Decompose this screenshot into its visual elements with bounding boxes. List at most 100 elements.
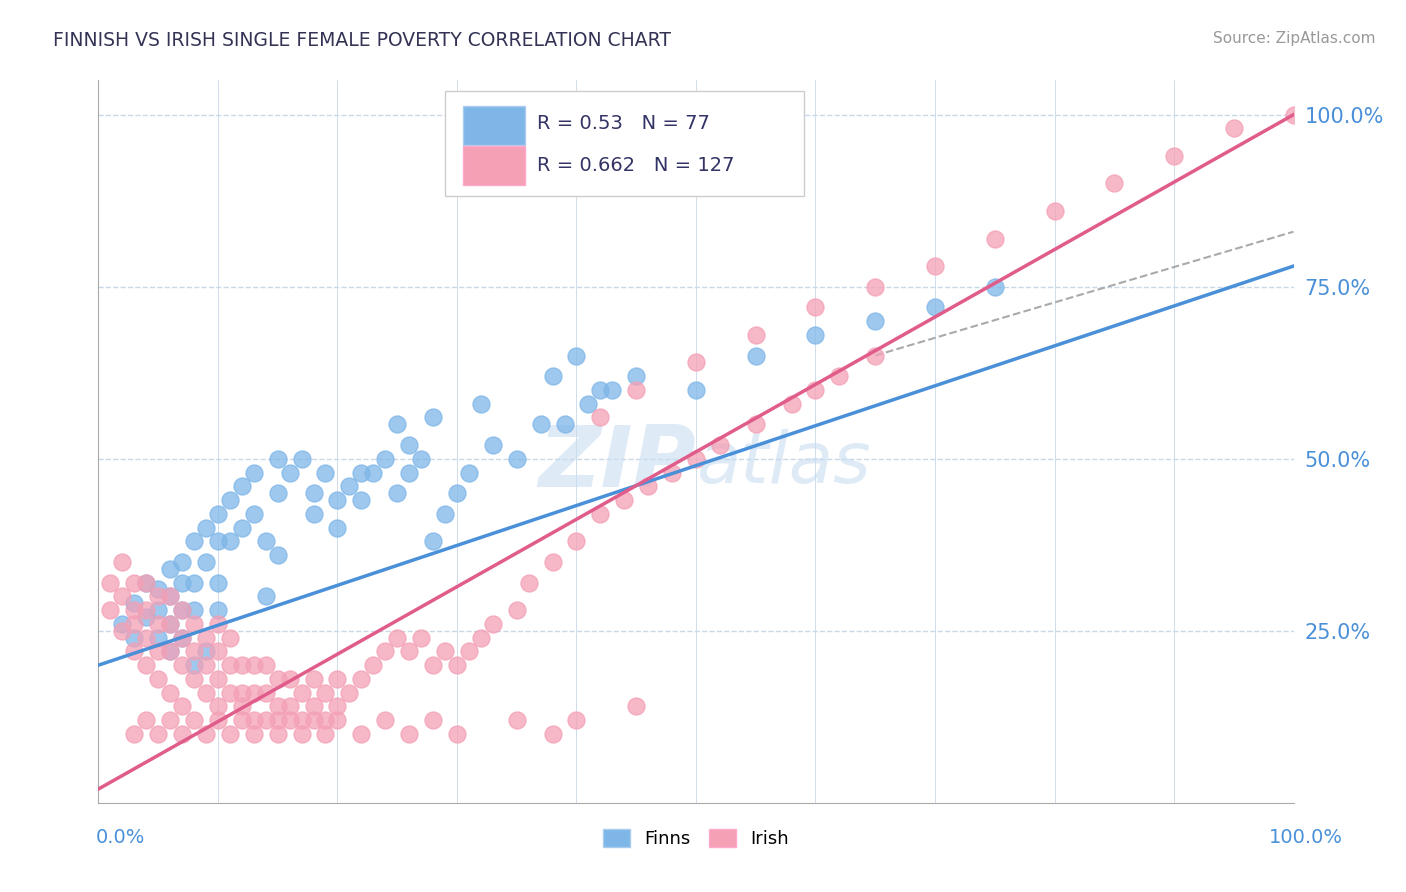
Point bbox=[422, 410, 444, 425]
Point bbox=[745, 349, 768, 363]
Point bbox=[98, 575, 122, 590]
Point bbox=[302, 507, 325, 521]
Point bbox=[135, 603, 157, 617]
Point bbox=[135, 631, 157, 645]
Point bbox=[159, 590, 181, 604]
Point bbox=[828, 369, 851, 384]
Point bbox=[148, 603, 170, 617]
Point bbox=[541, 555, 564, 569]
Point bbox=[267, 727, 290, 741]
Point bbox=[231, 686, 253, 700]
Point bbox=[398, 644, 420, 658]
Point bbox=[565, 713, 588, 727]
Point bbox=[422, 534, 444, 549]
Point bbox=[254, 534, 277, 549]
Point bbox=[183, 603, 205, 617]
Point bbox=[350, 727, 373, 741]
Point bbox=[183, 616, 205, 631]
Point bbox=[315, 713, 337, 727]
Point bbox=[135, 575, 157, 590]
Point bbox=[278, 699, 301, 714]
Text: R = 0.53   N = 77: R = 0.53 N = 77 bbox=[537, 114, 710, 133]
Point bbox=[278, 713, 301, 727]
Point bbox=[984, 279, 1007, 293]
Point bbox=[506, 451, 529, 466]
Point bbox=[172, 631, 194, 645]
Point bbox=[183, 534, 205, 549]
Point bbox=[350, 466, 373, 480]
Point bbox=[159, 616, 181, 631]
Point bbox=[243, 686, 266, 700]
Point bbox=[267, 486, 290, 500]
Point bbox=[326, 699, 349, 714]
Point bbox=[589, 507, 612, 521]
Point bbox=[1043, 204, 1066, 219]
Text: R = 0.662   N = 127: R = 0.662 N = 127 bbox=[537, 156, 734, 175]
Point bbox=[124, 575, 146, 590]
Point bbox=[709, 438, 731, 452]
Text: 0.0%: 0.0% bbox=[96, 828, 145, 847]
Point bbox=[183, 575, 205, 590]
Point bbox=[302, 486, 325, 500]
Point bbox=[385, 631, 409, 645]
Point bbox=[195, 555, 218, 569]
Point bbox=[291, 713, 314, 727]
Point bbox=[446, 658, 468, 673]
Point bbox=[159, 644, 181, 658]
Text: ZIP: ZIP bbox=[538, 422, 696, 505]
Point bbox=[302, 699, 325, 714]
Point bbox=[804, 383, 827, 397]
Point bbox=[541, 369, 564, 384]
Point bbox=[315, 466, 337, 480]
Point bbox=[207, 699, 229, 714]
Point bbox=[530, 417, 553, 432]
Point bbox=[195, 658, 218, 673]
Point bbox=[243, 727, 266, 741]
Point bbox=[267, 713, 290, 727]
Point bbox=[804, 301, 827, 315]
Point bbox=[411, 631, 433, 645]
Point bbox=[481, 438, 505, 452]
Point bbox=[219, 534, 242, 549]
Point bbox=[924, 301, 946, 315]
Point bbox=[339, 686, 361, 700]
Point bbox=[124, 596, 146, 610]
Point bbox=[745, 327, 768, 342]
Point bbox=[148, 582, 170, 597]
Point bbox=[172, 575, 194, 590]
Point bbox=[207, 507, 229, 521]
Point bbox=[517, 575, 540, 590]
Point bbox=[207, 672, 229, 686]
Point bbox=[231, 699, 253, 714]
Point bbox=[589, 383, 612, 397]
Legend: Finns, Irish: Finns, Irish bbox=[596, 822, 796, 855]
Point bbox=[374, 713, 396, 727]
Point bbox=[385, 486, 409, 500]
Point bbox=[172, 603, 194, 617]
Point bbox=[613, 493, 636, 508]
FancyBboxPatch shape bbox=[463, 146, 524, 185]
Point bbox=[111, 616, 134, 631]
Point bbox=[124, 631, 146, 645]
Point bbox=[254, 658, 277, 673]
Point bbox=[124, 644, 146, 658]
Point bbox=[434, 507, 457, 521]
Point bbox=[661, 466, 683, 480]
Point bbox=[135, 713, 157, 727]
Point bbox=[506, 603, 529, 617]
Point bbox=[315, 686, 337, 700]
Point bbox=[291, 686, 314, 700]
Point bbox=[195, 727, 218, 741]
Point bbox=[243, 507, 266, 521]
Point bbox=[302, 672, 325, 686]
Point bbox=[637, 479, 659, 493]
Point bbox=[111, 590, 134, 604]
Point bbox=[195, 631, 218, 645]
Point bbox=[195, 520, 218, 534]
Point bbox=[98, 603, 122, 617]
Point bbox=[159, 644, 181, 658]
Point bbox=[984, 231, 1007, 245]
Point bbox=[804, 327, 827, 342]
Point bbox=[350, 493, 373, 508]
Point bbox=[315, 727, 337, 741]
